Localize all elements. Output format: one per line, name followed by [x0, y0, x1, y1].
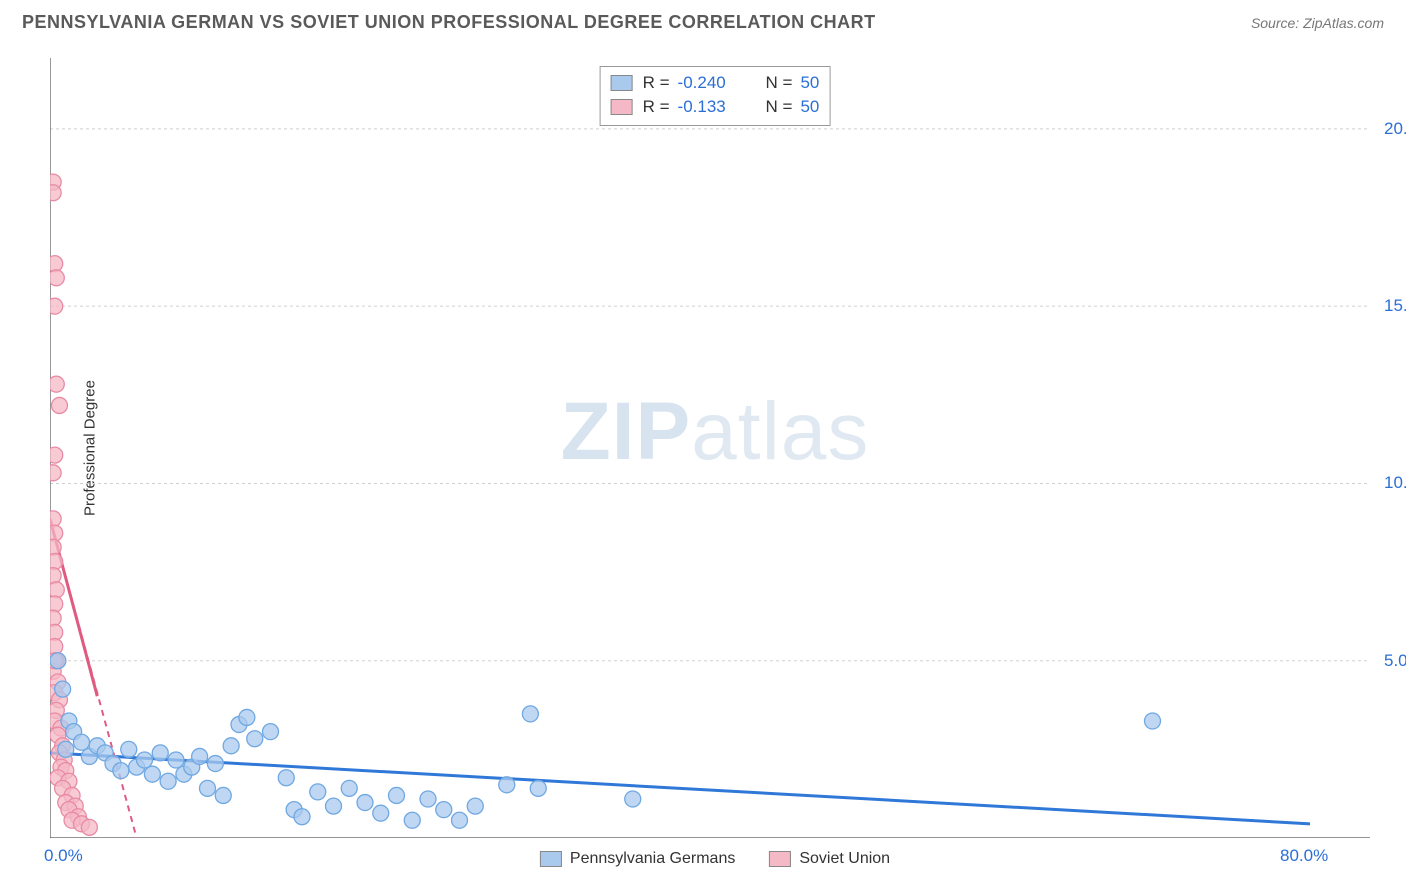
- legend-item: Pennsylvania Germans: [540, 850, 735, 868]
- x-tick-label: 80.0%: [1280, 846, 1328, 866]
- legend-swatch: [769, 851, 791, 867]
- legend-swatch: [540, 851, 562, 867]
- stats-swatch: [611, 75, 633, 91]
- legend-item: Soviet Union: [769, 850, 890, 868]
- legend-label: Pennsylvania Germans: [570, 850, 735, 868]
- x-tick-label: 0.0%: [44, 846, 83, 866]
- stats-r-value: -0.133: [678, 97, 748, 117]
- stats-n-label: N =: [766, 97, 793, 117]
- stats-row: R = -0.240 N = 50: [611, 71, 820, 95]
- y-tick-label: 20.0%: [1384, 119, 1406, 139]
- stats-row: R = -0.133 N = 50: [611, 95, 820, 119]
- stats-n-value: 50: [800, 97, 819, 117]
- y-tick-label: 5.0%: [1384, 651, 1406, 671]
- chart-source: Source: ZipAtlas.com: [1251, 15, 1384, 31]
- chart-title: PENNSYLVANIA GERMAN VS SOVIET UNION PROF…: [22, 12, 876, 33]
- stats-r-value: -0.240: [678, 73, 748, 93]
- y-tick-label: 10.0%: [1384, 473, 1406, 493]
- y-tick-label: 15.0%: [1384, 296, 1406, 316]
- series-legend: Pennsylvania Germans Soviet Union: [540, 850, 890, 868]
- stats-r-label: R =: [643, 97, 670, 117]
- legend-label: Soviet Union: [799, 850, 890, 868]
- stats-r-label: R =: [643, 73, 670, 93]
- chart-header: PENNSYLVANIA GERMAN VS SOVIET UNION PROF…: [0, 0, 1406, 39]
- correlation-stats-box: R = -0.240 N = 50 R = -0.133 N = 50: [600, 66, 831, 126]
- stats-swatch: [611, 99, 633, 115]
- scatter-plot: [50, 58, 1380, 838]
- stats-n-label: N =: [766, 73, 793, 93]
- chart-area: Professional Degree ZIPatlas R = -0.240 …: [50, 58, 1380, 838]
- stats-n-value: 50: [800, 73, 819, 93]
